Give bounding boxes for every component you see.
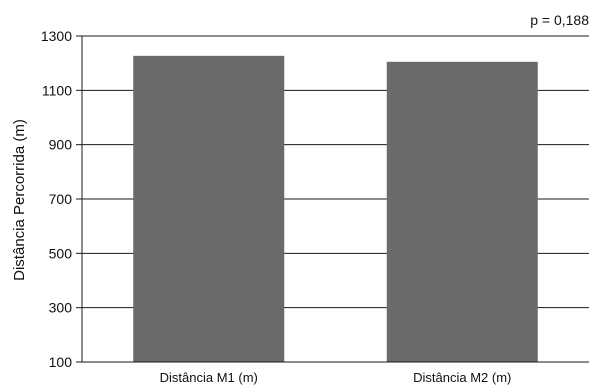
y-tick-labels: 100 300 500 700 900 1100 1300 (41, 28, 72, 370)
bars (133, 55, 538, 362)
x-category-label: Distância M1 (m) (160, 370, 258, 385)
y-tick-label: 1100 (42, 82, 72, 98)
y-tick-label: 500 (49, 245, 73, 261)
y-tick-label: 1300 (41, 28, 72, 44)
y-tick-label: 300 (49, 300, 73, 316)
y-tick-label: 700 (49, 191, 73, 207)
bar-1 (133, 55, 285, 362)
y-tick-label: 100 (49, 354, 73, 370)
axes (76, 35, 589, 363)
p-value-annotation: p = 0,188 (530, 12, 589, 28)
bar-2 (386, 61, 538, 362)
x-category-label: Distância M2 (m) (413, 370, 511, 385)
y-tick-label: 900 (49, 137, 73, 153)
y-axis-title: Distância Percorrida (m) (11, 119, 28, 281)
x-category-labels: Distância M1 (m) Distância M2 (m) (160, 370, 512, 385)
